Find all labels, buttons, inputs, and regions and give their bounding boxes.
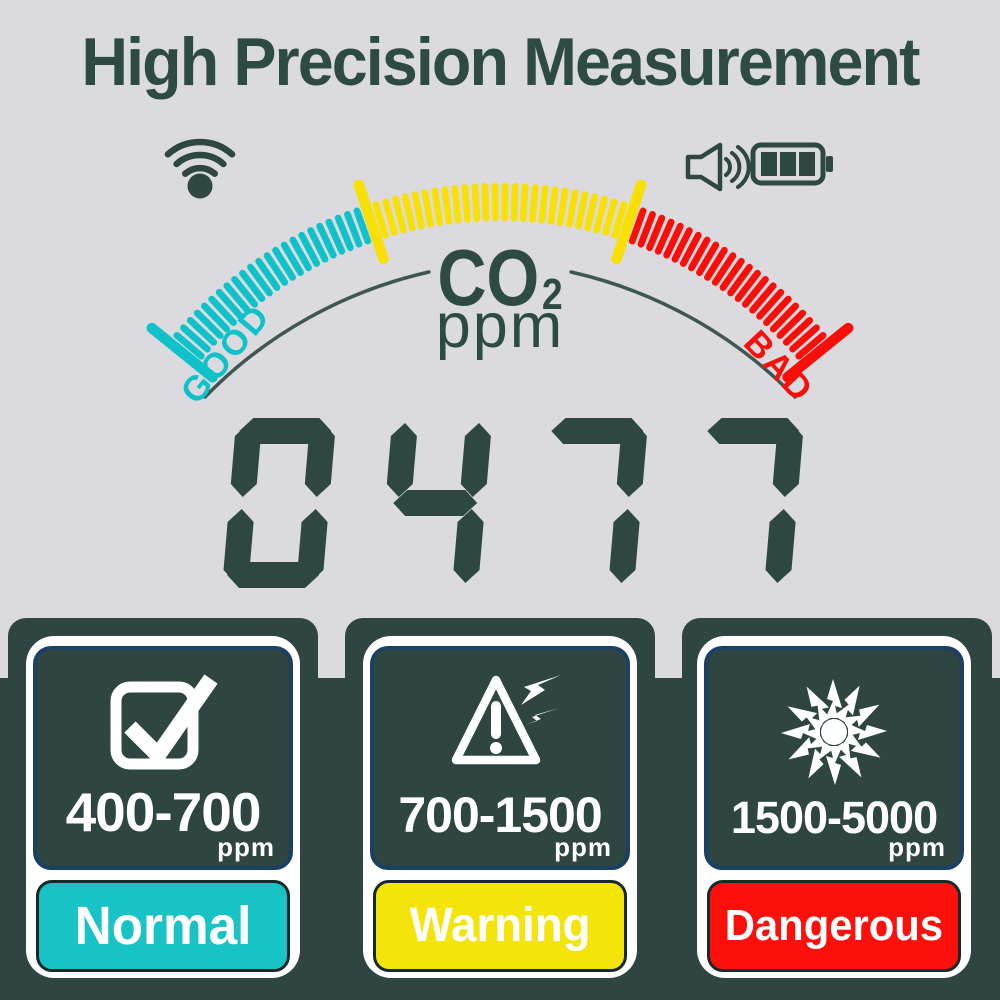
range-panel: 1500-5000 ppm xyxy=(704,646,964,870)
category-card-warning: 700-1500 ppm Warning xyxy=(363,636,637,978)
range-panel: 700-1500 ppm xyxy=(370,646,630,870)
range-value: 400-700 ppm xyxy=(65,781,275,862)
range-unit: ppm xyxy=(217,832,275,862)
hazard-burst-icon xyxy=(708,672,960,792)
gas-symbol: CO xyxy=(437,233,540,322)
range-value: 700-1500 ppm xyxy=(398,787,612,862)
category-button-normal: Normal xyxy=(36,880,290,972)
category-card-dangerous: 1500-5000 ppm Dangerous xyxy=(697,636,971,978)
range-unit: ppm xyxy=(888,832,946,862)
battery-icon xyxy=(750,142,833,186)
range-panel: 400-700 ppm xyxy=(33,646,293,870)
category-button-warning: Warning xyxy=(373,880,627,972)
category-button-dangerous: Dangerous xyxy=(707,880,961,972)
checkbox-checked-icon xyxy=(37,672,289,772)
range-value: 1500-5000 ppm xyxy=(730,792,946,862)
page-title: High Precision Measurement xyxy=(81,24,920,100)
gas-label: CO2 xyxy=(75,238,925,318)
volume-icon xyxy=(685,142,751,192)
warning-triangle-icon xyxy=(374,672,626,772)
category-label: Normal xyxy=(74,896,252,956)
category-label: Dangerous xyxy=(724,901,944,950)
gauge-unit-label: ppm xyxy=(435,291,565,361)
category-card-normal: 400-700 ppm Normal xyxy=(26,636,300,978)
wifi-icon xyxy=(164,138,236,199)
range-unit: ppm xyxy=(554,832,612,862)
gas-subscript: 2 xyxy=(541,270,563,319)
seven-segment-display xyxy=(223,418,803,588)
category-label: Warning xyxy=(409,899,591,952)
